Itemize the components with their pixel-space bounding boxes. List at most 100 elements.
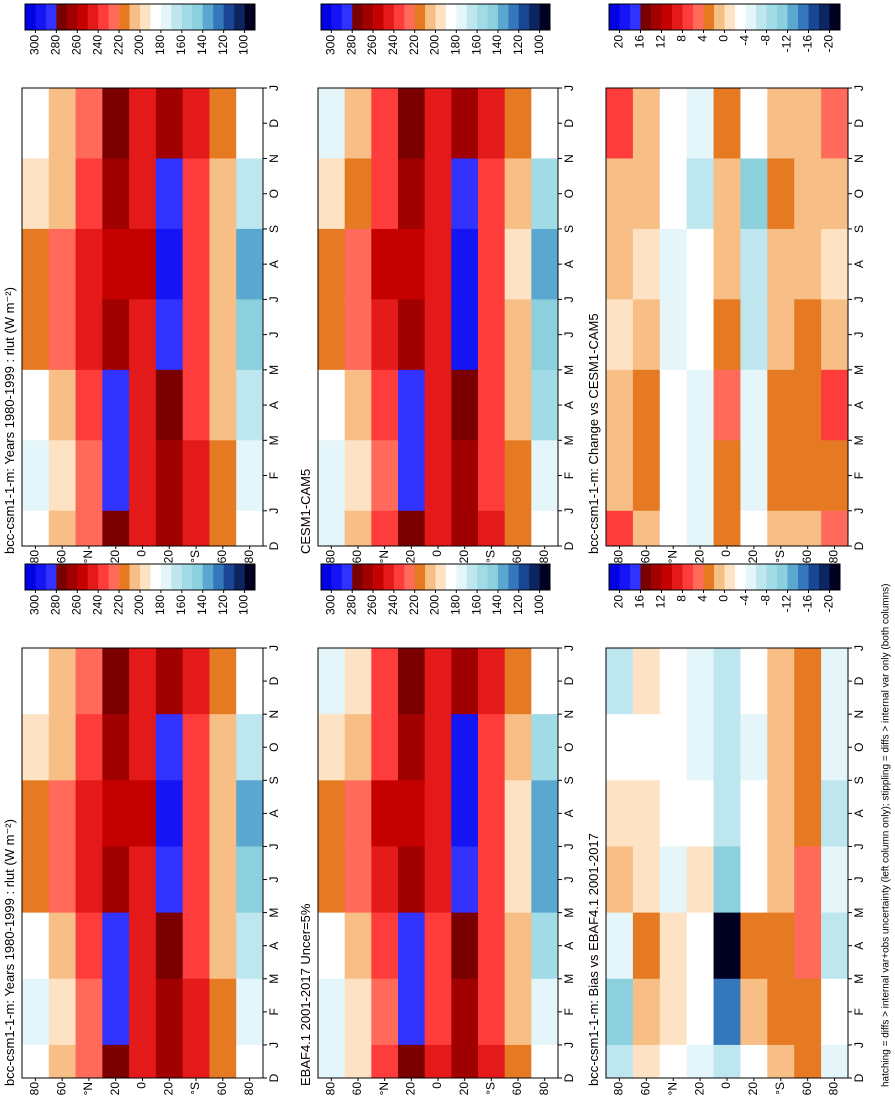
field-cell	[632, 1044, 661, 1078]
field-cell	[740, 647, 768, 715]
field-cell	[182, 978, 210, 1045]
field-cell	[48, 713, 77, 781]
colorbar-label: 160	[174, 35, 188, 55]
colorbar-box	[766, 564, 778, 590]
x-tick-label: J	[267, 877, 281, 883]
field-cell	[767, 157, 795, 229]
y-tick-label: 60	[800, 550, 814, 564]
field-cell	[182, 439, 210, 511]
field-cell	[182, 157, 210, 229]
field-cell	[75, 87, 103, 159]
field-cell	[686, 439, 715, 511]
colorbar-label: 160	[174, 595, 188, 615]
colorbar-label: 16	[633, 35, 647, 49]
field-cell	[767, 779, 795, 847]
field-cell	[478, 87, 506, 159]
colorbar-box	[213, 4, 224, 30]
colorbar-box	[223, 564, 235, 590]
x-tick-label: S	[562, 776, 576, 784]
field-cell	[794, 845, 822, 913]
y-tick-label: 20	[692, 550, 706, 564]
field-cell	[821, 978, 849, 1045]
colorbar-label: -12	[780, 35, 794, 53]
x-tick-label: A	[852, 401, 866, 409]
colorbar-box	[609, 564, 620, 590]
colorbar-label: 4	[696, 35, 710, 42]
field-cell	[318, 298, 346, 370]
field-cell	[318, 845, 346, 913]
y-tick-label: 60	[350, 1082, 364, 1096]
colorbar-box	[661, 4, 673, 30]
y-tick-label: 0	[719, 550, 733, 557]
field-cell	[504, 157, 532, 229]
field-cell	[478, 779, 506, 847]
footer-note: hatching = diffs > internal var+obs unce…	[881, 583, 892, 1087]
field-cell	[632, 228, 661, 300]
x-tick-label: A	[562, 401, 576, 409]
field-cell	[821, 647, 849, 715]
field-cell	[398, 228, 426, 300]
colorbar-box	[640, 4, 652, 30]
colorbar-label: 120	[511, 35, 525, 55]
field-cell	[424, 439, 452, 511]
field-cell	[75, 157, 103, 229]
colorbar-box	[497, 564, 509, 590]
field-cell	[740, 157, 768, 229]
y-tick-label: °N	[665, 550, 679, 563]
field-cell	[236, 1044, 264, 1078]
field-cell	[371, 647, 399, 715]
field-cell	[75, 779, 103, 847]
x-tick-label: J	[852, 877, 866, 883]
colorbar-box	[693, 564, 704, 590]
y-tick-label: °S	[773, 1082, 787, 1095]
field-cell	[371, 845, 399, 913]
y-tick-label: 80	[28, 1082, 42, 1096]
field-cell	[75, 912, 103, 979]
field-cell	[102, 157, 130, 229]
x-tick-label: N	[267, 710, 281, 719]
field-cell	[504, 87, 532, 159]
field-cell	[102, 369, 130, 441]
colorbar-label: 100	[237, 595, 251, 615]
field-cell	[209, 713, 237, 781]
field-cell	[209, 779, 237, 847]
field-cell	[740, 978, 768, 1045]
field-cell	[606, 298, 634, 370]
x-tick-label: D	[562, 541, 576, 550]
colorbar-label: 120	[216, 595, 230, 615]
field-cell	[48, 912, 77, 979]
colorbar-box	[651, 4, 662, 30]
x-tick-label: N	[852, 154, 866, 163]
field-cell	[182, 510, 210, 546]
field-cell	[182, 647, 210, 715]
field-cell	[686, 713, 715, 781]
field-cell	[504, 845, 532, 913]
field-cell	[821, 779, 849, 847]
field-cell	[659, 912, 688, 979]
field-cell	[686, 1044, 715, 1078]
colorbar-label: -4	[738, 35, 752, 46]
colorbar-box	[661, 564, 673, 590]
rotated-figure: hatching = diffs > internal var+obs unce…	[2, 3, 892, 1096]
colorbar-box	[518, 564, 530, 590]
x-tick-label: N	[562, 154, 576, 163]
field-cell	[48, 845, 77, 913]
field-cell	[318, 912, 346, 979]
field-cell	[424, 1044, 452, 1078]
field-cell	[531, 510, 559, 546]
field-cell	[659, 439, 688, 511]
x-tick-label: O	[852, 189, 866, 198]
colorbar-box	[181, 4, 193, 30]
colorbar-label: 120	[216, 35, 230, 55]
field-cell	[451, 298, 479, 370]
field-cell	[740, 510, 768, 546]
field-cell	[236, 87, 264, 159]
field-cell	[371, 157, 399, 229]
colorbar-box	[140, 4, 151, 30]
x-tick-label: J	[562, 1042, 576, 1048]
field-cell	[344, 713, 372, 781]
colorbar-label: 8	[675, 595, 689, 602]
field-cell	[478, 647, 506, 715]
colorbar-box	[234, 4, 245, 30]
field-cell	[129, 713, 157, 781]
